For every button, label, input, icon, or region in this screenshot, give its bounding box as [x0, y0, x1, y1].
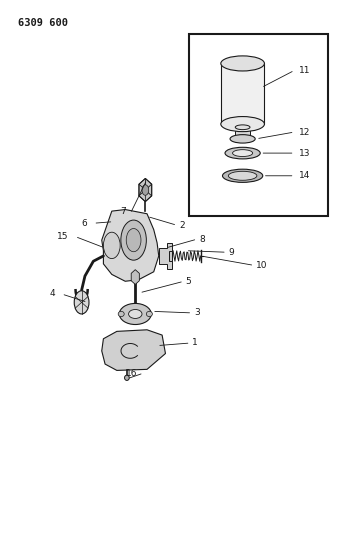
- Text: 2: 2: [179, 221, 184, 230]
- Text: 7: 7: [120, 207, 126, 216]
- Bar: [189, 35, 328, 216]
- Text: 5: 5: [186, 277, 191, 286]
- Circle shape: [103, 232, 120, 259]
- Ellipse shape: [228, 171, 257, 180]
- Ellipse shape: [119, 303, 151, 325]
- Circle shape: [126, 229, 141, 252]
- Ellipse shape: [118, 311, 124, 317]
- Ellipse shape: [146, 311, 152, 317]
- Bar: [221, 63, 264, 124]
- Ellipse shape: [225, 147, 260, 159]
- Polygon shape: [139, 179, 145, 190]
- Polygon shape: [145, 179, 152, 190]
- Text: 16: 16: [125, 368, 137, 377]
- Text: 4: 4: [50, 289, 56, 298]
- Ellipse shape: [221, 56, 264, 71]
- Polygon shape: [102, 330, 165, 370]
- Text: 15: 15: [57, 232, 69, 241]
- Circle shape: [142, 185, 149, 195]
- Circle shape: [121, 220, 146, 260]
- Text: 3: 3: [194, 309, 200, 318]
- Ellipse shape: [124, 375, 129, 381]
- Text: 9: 9: [228, 248, 234, 257]
- Text: 10: 10: [256, 261, 268, 270]
- Text: 8: 8: [199, 235, 205, 244]
- Text: 6309 600: 6309 600: [18, 18, 68, 28]
- Polygon shape: [145, 184, 152, 196]
- Ellipse shape: [230, 135, 255, 143]
- Text: 14: 14: [299, 171, 310, 180]
- Polygon shape: [139, 184, 145, 196]
- Polygon shape: [102, 209, 159, 281]
- Text: 6: 6: [81, 219, 87, 228]
- Text: 1: 1: [192, 338, 198, 348]
- Polygon shape: [139, 190, 145, 201]
- Polygon shape: [145, 190, 152, 201]
- Bar: [169, 251, 172, 261]
- Polygon shape: [131, 270, 139, 285]
- Ellipse shape: [233, 150, 253, 157]
- Circle shape: [74, 291, 89, 314]
- Text: 12: 12: [299, 127, 310, 136]
- Text: 13: 13: [299, 149, 310, 158]
- Ellipse shape: [222, 169, 263, 182]
- Ellipse shape: [221, 117, 264, 132]
- Bar: [235, 127, 250, 139]
- Polygon shape: [159, 243, 172, 269]
- Ellipse shape: [235, 125, 250, 130]
- Ellipse shape: [129, 310, 142, 318]
- Text: 11: 11: [299, 66, 310, 75]
